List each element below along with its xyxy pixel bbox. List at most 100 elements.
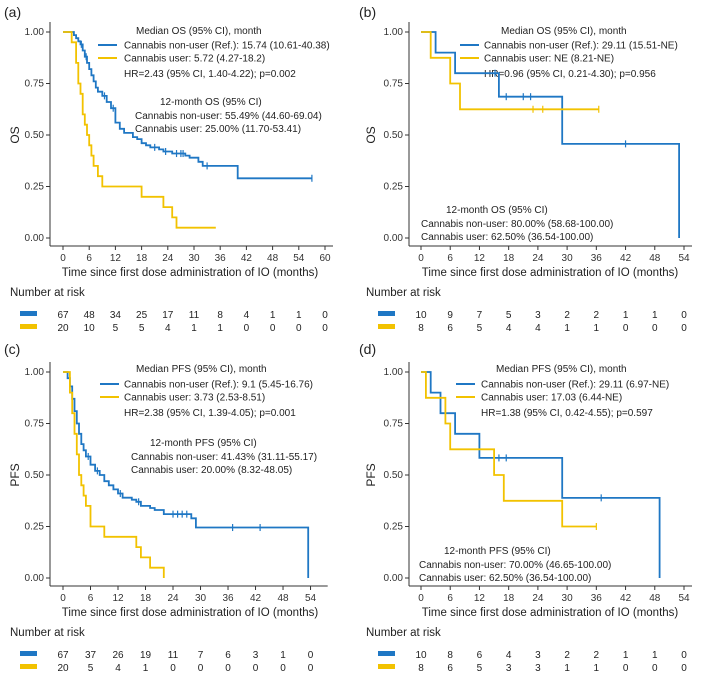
- risk-count: 8: [418, 323, 424, 334]
- x-tick-label: 6: [86, 253, 92, 264]
- risk-count: 1: [594, 663, 600, 674]
- y-tick-labels: 0.00 0.25 0.50 0.75 1.00: [384, 367, 404, 584]
- annotation-12m-user: Cannabis user: 62.50% (36.54-100.00): [421, 232, 593, 243]
- x-tick-label: 18: [140, 593, 152, 604]
- risk-count: 0: [322, 310, 328, 321]
- x-tick-label: 54: [305, 593, 317, 604]
- annotation-median-title: Median PFS (95% CI), month: [136, 364, 267, 375]
- y-tick-label: 1.00: [384, 27, 404, 38]
- risk-swatch-non-user: [20, 311, 37, 316]
- panel-b: (b) OS 0.00 0.25 0.50 0.75 1.00 0 6 12 1…: [359, 4, 692, 334]
- risk-count: 6: [477, 650, 483, 661]
- annotation-median-non-user: Cannabis non-user (Ref.): 9.1 (5.45-16.7…: [124, 380, 313, 391]
- y-tick-label: 0.50: [25, 130, 45, 141]
- x-tick-label: 30: [195, 593, 207, 604]
- annotation-12m-user: Cannabis user: 62.50% (36.54-100.00): [419, 573, 591, 584]
- risk-count: 26: [112, 650, 124, 661]
- x-tick-label: 54: [678, 593, 690, 604]
- risk-row-non-user: 67 48 34 25 17 11 8 4 1 1 0: [57, 310, 328, 321]
- panel-label: (d): [359, 341, 376, 357]
- annotation-12m-non-user: Cannabis non-user: 41.43% (31.11-55.17): [131, 452, 317, 463]
- x-tick-label: 36: [222, 593, 234, 604]
- risk-count: 10: [84, 323, 96, 334]
- risk-count: 0: [280, 663, 286, 674]
- x-tick-labels: 0 6 12 18 24 30 36 42 48 54 60: [60, 253, 331, 264]
- risk-count: 4: [535, 323, 541, 334]
- panel-d: (d) PFS 0.00 0.25 0.50 0.75 1.00 0 6 12 …: [359, 341, 692, 674]
- km-curve: [421, 31, 680, 238]
- annotation-median-non-user: Cannabis non-user (Ref.): 29.11 (6.97-NE…: [481, 380, 669, 391]
- annotation-12m-user: Cannabis user: 25.00% (11.70-53.41): [135, 124, 301, 135]
- risk-count: 34: [110, 310, 122, 321]
- km-curve: [63, 371, 310, 578]
- risk-count: 4: [115, 663, 121, 674]
- risk-count: 1: [564, 663, 570, 674]
- x-tick-label: 12: [112, 593, 124, 604]
- risk-count: 1: [564, 323, 570, 334]
- risk-count: 7: [198, 650, 204, 661]
- km-curve: [63, 31, 312, 180]
- risk-count: 2: [564, 310, 570, 321]
- annotation-median-non-user: Cannabis non-user (Ref.): 29.11 (15.51-N…: [484, 41, 678, 52]
- annotation-hr: HR=0.96 (95% CI, 0.21-4.30); p=0.956: [484, 69, 656, 80]
- risk-count: 5: [477, 323, 483, 334]
- annotation-median-user: Cannabis user: 3.73 (2.53-8.51): [124, 393, 265, 404]
- y-tick-label: 0.00: [25, 573, 45, 584]
- x-tick-label: 24: [167, 593, 179, 604]
- risk-row-non-user: 10 9 7 5 3 2 2 1 1 0: [415, 310, 687, 321]
- risk-count: 0: [198, 663, 204, 674]
- km-curve: [63, 371, 165, 578]
- x-tick-label: 0: [418, 253, 424, 264]
- risk-row-swatches: [378, 311, 395, 329]
- km-curve: [421, 371, 661, 578]
- y-axis-label: OS: [364, 126, 378, 143]
- x-tick-label: 12: [474, 253, 486, 264]
- risk-count: 37: [85, 650, 97, 661]
- x-tick-label: 54: [293, 253, 305, 264]
- y-tick-label: 0.00: [384, 233, 404, 244]
- risk-count: 4: [244, 310, 250, 321]
- plot-area: [405, 22, 692, 250]
- risk-count: 67: [57, 310, 69, 321]
- y-tick-label: 0.50: [384, 470, 404, 481]
- y-tick-label: 0.75: [384, 419, 404, 430]
- x-tick-label: 42: [620, 593, 632, 604]
- annotations: Median OS (95% CI), month Cannabis non-u…: [421, 26, 678, 243]
- risk-count: 6: [447, 323, 453, 334]
- risk-count: 20: [57, 323, 69, 334]
- x-tick-label: 48: [277, 593, 289, 604]
- x-tick-label: 36: [591, 253, 603, 264]
- risk-count: 0: [652, 323, 658, 334]
- x-tick-label: 30: [562, 593, 574, 604]
- x-tick-label: 18: [136, 253, 148, 264]
- annotations: Median PFS (95% CI), month Cannabis non-…: [100, 364, 317, 476]
- y-tick-labels: 0.00 0.25 0.50 0.75 1.00: [25, 367, 45, 584]
- km-curve: [63, 31, 216, 229]
- x-axis-label: Time since first dose administration of …: [422, 607, 679, 619]
- risk-count: 48: [84, 310, 96, 321]
- risk-row-swatches: [20, 311, 37, 329]
- risk-count: 3: [535, 650, 541, 661]
- y-tick-label: 0.75: [25, 419, 45, 430]
- annotation-12m-title: 12-month PFS (95% CI): [444, 546, 551, 557]
- risk-count: 0: [322, 323, 328, 334]
- km-curve: [421, 31, 599, 111]
- risk-count: 17: [162, 310, 174, 321]
- risk-count: 0: [308, 663, 314, 674]
- risk-count: 3: [253, 650, 259, 661]
- x-tick-label: 6: [88, 593, 94, 604]
- annotation-12m-title: 12-month PFS (95% CI): [150, 438, 257, 449]
- risk-count: 0: [244, 323, 250, 334]
- y-tick-labels: 0.00 0.25 0.50 0.75 1.00: [384, 27, 404, 244]
- annotation-median-user: Cannabis user: NE (8.21-NE): [484, 54, 614, 65]
- risk-count: 0: [681, 323, 687, 334]
- risk-count: 3: [535, 663, 541, 674]
- risk-swatch-user: [378, 324, 395, 329]
- y-tick-label: 0.25: [384, 182, 404, 193]
- plot-area: [405, 362, 692, 590]
- risk-count: 0: [681, 310, 687, 321]
- risk-count: 1: [217, 323, 223, 334]
- risk-row-user: 8 6 5 3 3 1 1 0 0 0: [418, 663, 687, 674]
- x-tick-label: 30: [188, 253, 200, 264]
- x-tick-label: 12: [110, 253, 122, 264]
